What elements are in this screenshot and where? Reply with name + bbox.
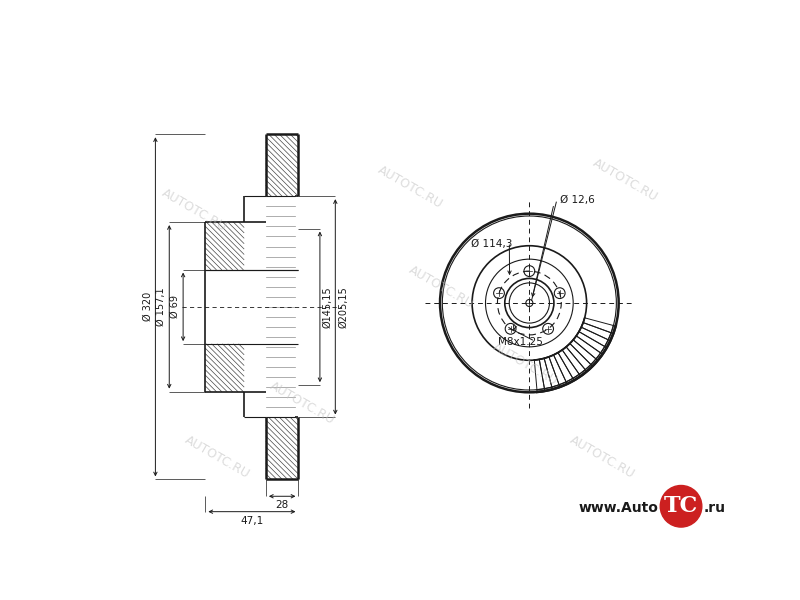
- Text: Ø205,15: Ø205,15: [338, 286, 348, 328]
- Text: AUTOTC.RU: AUTOTC.RU: [159, 187, 230, 235]
- Text: Ø 157,1: Ø 157,1: [156, 287, 166, 326]
- Text: AUTOTC.RU: AUTOTC.RU: [590, 156, 661, 203]
- Text: M8x1.25: M8x1.25: [498, 337, 542, 347]
- Text: Ø 320: Ø 320: [142, 292, 152, 322]
- Text: .ru: .ru: [703, 501, 726, 515]
- Text: www.Auto: www.Auto: [579, 501, 658, 515]
- Text: AUTOTC.RU: AUTOTC.RU: [406, 264, 476, 311]
- Text: Ø 69: Ø 69: [170, 295, 180, 319]
- Text: Ø 12,6: Ø 12,6: [560, 195, 595, 205]
- Text: 47,1: 47,1: [240, 515, 263, 526]
- Text: AUTOTC.RU: AUTOTC.RU: [490, 341, 560, 388]
- Text: TC: TC: [664, 494, 698, 517]
- Circle shape: [660, 485, 702, 527]
- Text: Ø145,15: Ø145,15: [323, 286, 333, 328]
- Text: AUTOTC.RU: AUTOTC.RU: [568, 433, 638, 481]
- Text: 28: 28: [275, 500, 289, 510]
- Text: AUTOTC.RU: AUTOTC.RU: [267, 379, 337, 427]
- Text: AUTOTC.RU: AUTOTC.RU: [375, 164, 445, 211]
- Text: Ø 114,3: Ø 114,3: [471, 239, 512, 250]
- Text: AUTOTC.RU: AUTOTC.RU: [182, 433, 252, 481]
